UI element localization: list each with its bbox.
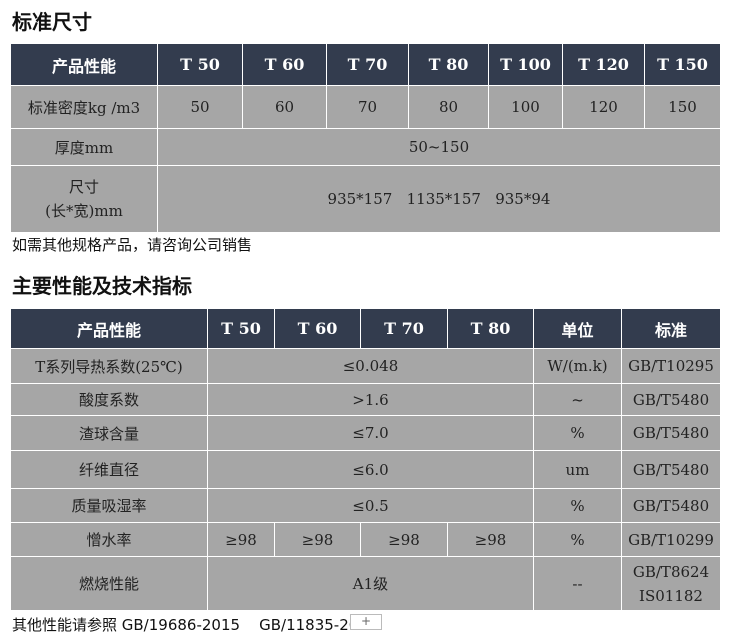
table-row: 憎水率 ≥98 ≥98 ≥98 ≥98 % GB/T10299: [10, 522, 721, 557]
row-label: 纤维直径: [10, 450, 208, 489]
header-cell: T 100: [488, 43, 563, 86]
standard-cell: GB/T5480: [621, 450, 721, 489]
table-row: 质量吸湿率 ≤0.5% GB/T5480: [10, 488, 721, 523]
row-label: 尺寸: [68, 178, 99, 196]
unit-cell: um: [533, 450, 622, 489]
table-row: 纤维直径 ≤6.0 um GB/T5480: [10, 450, 721, 489]
cell: 935*157 1135*157 935*94: [157, 165, 721, 233]
standard-cell: GB/T5480: [621, 415, 721, 451]
header-cell: T 70: [360, 308, 448, 349]
row-label: 厚度mm: [10, 128, 158, 166]
cell: ≥98: [447, 522, 534, 557]
header-cell: T 80: [447, 308, 534, 349]
unit-cell: %: [533, 522, 622, 557]
header-cell: 标准: [621, 308, 721, 349]
standard-cell: GB/T10299: [621, 522, 721, 557]
header-cell: T 70: [326, 43, 409, 86]
row-label: (长*宽)mm: [45, 202, 123, 220]
unit-cell: --: [533, 556, 622, 611]
cell: 150: [644, 85, 721, 129]
cell: >1.6: [207, 383, 534, 416]
cell: 80: [408, 85, 489, 129]
table-row: 标准密度kg /m3 50 60 70 80 100 120 150: [10, 85, 721, 129]
section-title-size: 标准尺寸: [12, 10, 92, 34]
size-table: 产品性能 T 50 T 60 T 70 T 80 T 100 T 120 T 1…: [10, 43, 721, 233]
row-label: T系列导热系数(25℃): [10, 348, 208, 384]
row-label: 酸度系数: [10, 383, 208, 416]
header-cell: T 50: [157, 43, 243, 86]
row-label: 渣球含量: [10, 415, 208, 451]
cell: 60: [242, 85, 327, 129]
cell: 50~150: [157, 128, 721, 166]
cell: A1级: [207, 556, 534, 611]
cell: ≥98: [207, 522, 275, 557]
cell: 50: [157, 85, 243, 129]
standard-cell: GB/T10295: [621, 348, 721, 384]
add-row-button[interactable]: +: [350, 614, 382, 630]
header-cell: 产品性能: [10, 43, 158, 86]
cell: 120: [562, 85, 645, 129]
header-cell: T 150: [644, 43, 721, 86]
standard-cell: GB/T5480: [621, 383, 721, 416]
unit-cell: W/(m.k): [533, 348, 622, 384]
cell: 70: [326, 85, 409, 129]
cell: ≤6.0: [207, 450, 534, 489]
row-label: 燃烧性能: [10, 556, 208, 611]
cell: ≤0.048: [207, 348, 534, 384]
section-title-performance: 主要性能及技术指标: [12, 274, 192, 298]
header-cell: T 60: [274, 308, 361, 349]
cell: ≥98: [360, 522, 448, 557]
standard-cell: IS01182: [639, 586, 703, 605]
table-row: 厚度mm 50~150: [10, 128, 721, 166]
table-row: 酸度系数 >1.6 ~ GB/T5480: [10, 383, 721, 416]
table-row: 渣球含量 ≤7.0% GB/T5480: [10, 415, 721, 451]
unit-cell: %: [533, 488, 622, 523]
header-cell: 产品性能: [10, 308, 208, 349]
table-row: T系列导热系数(25℃) ≤0.048 W/(m.k) GB/T10295: [10, 348, 721, 384]
performance-table: 产品性能 T 50 T 60 T 70 T 80 单位 标准 T系列导热系数(2…: [10, 308, 721, 611]
header-cell: T 120: [562, 43, 645, 86]
unit-cell: ~: [533, 383, 622, 416]
cell: ≥98: [274, 522, 361, 557]
standard-cell: GB/T5480: [621, 488, 721, 523]
table-row: 尺寸 (长*宽)mm 935*157 1135*157 935*94: [10, 165, 721, 233]
header-cell: T 60: [242, 43, 327, 86]
row-label: 质量吸湿率: [10, 488, 208, 523]
cell: ≤7.0: [207, 415, 534, 451]
standard-cell: GB/T8624: [632, 562, 710, 581]
table-row: 燃烧性能 A1级 -- GB/T8624 IS01182: [10, 556, 721, 611]
cell: 100: [488, 85, 563, 129]
note-size: 如需其他规格产品，请咨询公司销售: [12, 236, 253, 254]
header-cell: 单位: [533, 308, 622, 349]
unit-cell: %: [533, 415, 622, 451]
header-cell: T 50: [207, 308, 275, 349]
row-label: 标准密度kg /m3: [10, 85, 158, 129]
cell: ≤0.5: [207, 488, 534, 523]
note-performance: 其他性能请参照 GB/19686-2015 GB/11835-20: [12, 616, 359, 634]
header-cell: T 80: [408, 43, 489, 86]
row-label: 憎水率: [10, 522, 208, 557]
